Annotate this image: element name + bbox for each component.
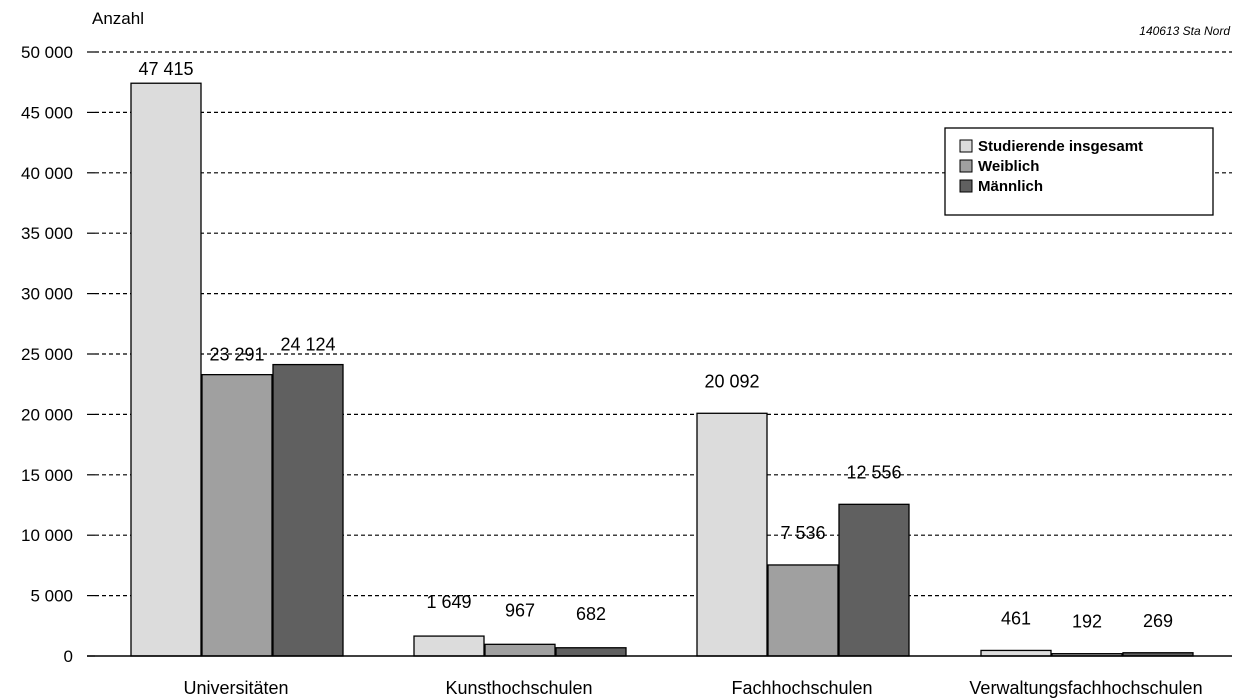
data-label: 20 092 (704, 371, 759, 391)
bars (130, 82, 1194, 657)
y-axis-label: Anzahl (92, 9, 144, 28)
data-label: 269 (1143, 611, 1173, 631)
data-label: 47 415 (138, 59, 193, 79)
legend-label: Studierende insgesamt (978, 138, 1143, 155)
y-tick-label: 35 000 (21, 224, 73, 243)
bar (484, 643, 556, 657)
bar (838, 503, 910, 657)
bar (413, 635, 485, 657)
category-label: Universitäten (183, 678, 288, 698)
data-label: 23 291 (209, 345, 264, 365)
category-label: Verwaltungsfachhochschulen (969, 678, 1202, 698)
y-tick-label: 20 000 (21, 405, 73, 424)
y-tick-label: 40 000 (21, 164, 73, 183)
bar (980, 649, 1052, 657)
bar (201, 373, 273, 657)
bar (555, 647, 627, 657)
data-label: 682 (576, 604, 606, 624)
y-tick-label: 45 000 (21, 103, 73, 122)
legend-swatch (959, 139, 973, 153)
data-label: 12 556 (846, 462, 901, 482)
data-label: 1 649 (426, 592, 471, 612)
category-label: Kunsthochschulen (445, 678, 592, 698)
bar (272, 363, 344, 657)
y-axis-ticks: 0 5 000 10 000 15 000 20 000 25 000 30 000 35 0… (21, 43, 95, 666)
bar (130, 82, 202, 657)
legend-swatch (959, 179, 973, 193)
data-label: 967 (505, 600, 535, 620)
data-label: 24 124 (280, 335, 335, 355)
legend-label: Männlich (978, 178, 1043, 195)
data-label: 461 (1001, 608, 1031, 628)
legend: Studierende insgesamt Weiblich Männlich (944, 127, 1214, 216)
y-tick-label: 15 000 (21, 466, 73, 485)
y-tick-label: 5 000 (30, 587, 73, 606)
bar (767, 564, 839, 657)
legend-box (944, 127, 1214, 216)
bar (696, 412, 768, 657)
data-labels: 47 415 1 649 20 092 461 23 291 967 7 536 192 24 … (138, 59, 1173, 631)
y-tick-label: 25 000 (21, 345, 73, 364)
source-note: 140613 Sta Nord (1139, 24, 1230, 38)
category-label: Fachhochschulen (731, 678, 872, 698)
y-tick-label: 30 000 (21, 285, 73, 304)
data-label: 7 536 (780, 523, 825, 543)
y-tick-label: 0 (64, 647, 73, 666)
y-tick-label: 10 000 (21, 526, 73, 545)
data-label: 192 (1072, 612, 1102, 632)
legend-label: Weiblich (978, 158, 1039, 175)
x-axis: Universitäten Kunsthochschulen Fachhochsch… (87, 655, 1232, 698)
legend-swatch (959, 159, 973, 173)
y-tick-label: 50 000 (21, 43, 73, 62)
